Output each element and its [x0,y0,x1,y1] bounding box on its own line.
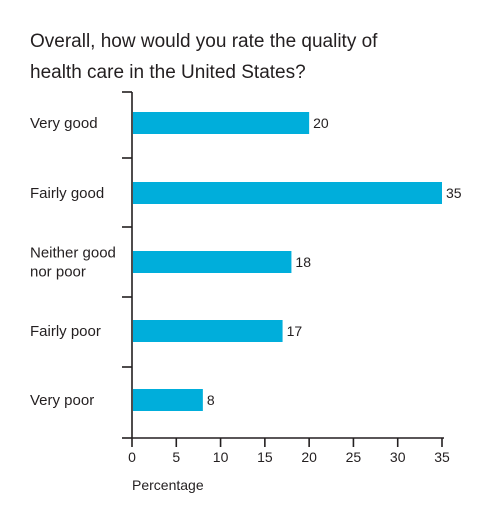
category-label-neither-good-nor-poor-line-2: nor poor [30,264,86,281]
category-label-fairly-poor: Fairly poor [30,323,101,340]
category-label-fairly-good: Fairly good [30,185,104,202]
bar-fairly-good [133,182,442,204]
x-axis-label: Percentage [132,477,204,493]
x-tick-label-5: 5 [172,449,180,465]
data-label-fairly-poor: 17 [287,323,303,339]
bar-neither-good-nor-poor [133,251,292,273]
chart-title-line-1: Overall, how would you rate the quality … [30,31,378,52]
x-tick-label-15: 15 [257,449,273,465]
data-label-very-poor: 8 [207,392,215,408]
bar-fairly-poor [133,320,283,342]
category-label-very-good: Very good [30,115,98,132]
x-tick-label-35: 35 [434,449,450,465]
data-label-fairly-good: 35 [446,185,462,201]
x-tick-label-30: 30 [390,449,406,465]
chart-title: Overall, how would you rate the quality … [30,26,470,88]
bar-very-good [133,112,310,134]
x-tick-label-20: 20 [301,449,317,465]
x-tick-label-10: 10 [213,449,229,465]
data-label-neither-good-nor-poor: 18 [295,254,311,270]
x-tick-label-25: 25 [346,449,362,465]
bar-very-poor [133,389,203,411]
data-label-very-good: 20 [313,115,329,131]
chart-title-line-2: health care in the United States? [30,62,306,83]
category-label-very-poor: Very poor [30,392,94,409]
category-label-neither-good-nor-poor-line-1: Neither good [30,245,116,262]
x-tick-label-0: 0 [128,449,136,465]
